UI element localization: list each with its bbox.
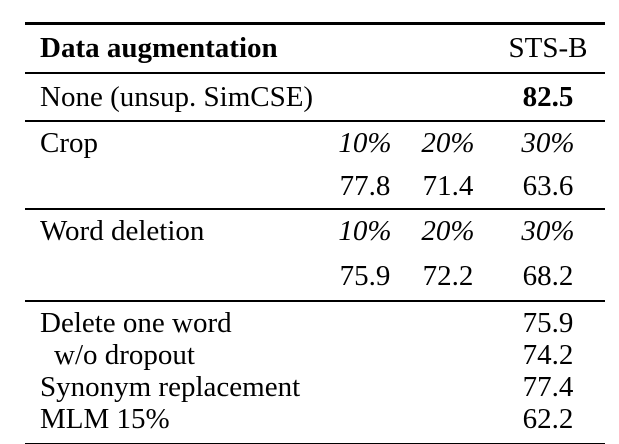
empty-cell bbox=[405, 371, 491, 403]
word-deletion-rate-30: 30% bbox=[521, 215, 575, 248]
empty-cell bbox=[325, 403, 405, 444]
word-deletion-rate-10: 10% bbox=[338, 215, 392, 248]
crop-rate-10: 10% bbox=[338, 126, 392, 159]
word-deletion-scores-row: 75.9 72.2 68.2 bbox=[25, 253, 605, 302]
empty-cell bbox=[405, 301, 491, 339]
mlm-row: MLM 15% 62.2 bbox=[25, 403, 605, 444]
wo-dropout-label: w/o dropout bbox=[54, 338, 195, 371]
crop-score-30: 63.6 bbox=[491, 164, 605, 210]
data-augmentation-results-table: Data augmentation STS-B None (unsup. Sim… bbox=[25, 22, 605, 444]
crop-score-20: 71.4 bbox=[405, 164, 491, 210]
empty-cell bbox=[25, 164, 325, 210]
word-deletion-score-30: 68.2 bbox=[491, 253, 605, 302]
crop-rate-30: 30% bbox=[521, 126, 575, 159]
word-deletion-label: Word deletion bbox=[40, 215, 205, 248]
synonym-replacement-label: Synonym replacement bbox=[40, 370, 301, 403]
table-header-row: Data augmentation STS-B bbox=[25, 23, 605, 74]
empty-cell bbox=[325, 301, 405, 339]
synonym-replacement-score: 77.4 bbox=[522, 370, 574, 403]
crop-label: Crop bbox=[40, 126, 98, 159]
mlm-label: MLM 15% bbox=[40, 402, 170, 435]
empty-cell bbox=[405, 339, 491, 371]
column-header-augmentation: Data augmentation bbox=[25, 23, 325, 74]
delete-one-word-score: 75.9 bbox=[522, 306, 574, 339]
crop-scores-row: 77.8 71.4 63.6 bbox=[25, 164, 605, 210]
wo-dropout-row: w/o dropout 74.2 bbox=[25, 339, 605, 371]
crop-score-10: 77.8 bbox=[325, 164, 405, 210]
baseline-score: 82.5 bbox=[491, 73, 605, 122]
word-deletion-rates-row: Word deletion 10% 20% 30% bbox=[25, 209, 605, 253]
empty-cell bbox=[325, 339, 405, 371]
wo-dropout-score: 74.2 bbox=[522, 338, 574, 371]
baseline-label: None (unsup. SimCSE) bbox=[25, 73, 325, 122]
empty-cell bbox=[325, 371, 405, 403]
crop-rate-20: 20% bbox=[421, 126, 475, 159]
empty-cell bbox=[405, 403, 491, 444]
word-deletion-score-10: 75.9 bbox=[325, 253, 405, 302]
empty-cell bbox=[325, 23, 405, 74]
synonym-replacement-row: Synonym replacement 77.4 bbox=[25, 371, 605, 403]
mlm-score: 62.2 bbox=[522, 402, 574, 435]
delete-one-word-label: Delete one word bbox=[40, 306, 232, 339]
empty-cell bbox=[405, 23, 491, 74]
column-header-stsb: STS-B bbox=[491, 23, 605, 74]
empty-cell bbox=[325, 73, 405, 122]
baseline-row: None (unsup. SimCSE) 82.5 bbox=[25, 73, 605, 122]
word-deletion-rate-20: 20% bbox=[421, 215, 475, 248]
word-deletion-score-20: 72.2 bbox=[405, 253, 491, 302]
empty-cell bbox=[405, 73, 491, 122]
crop-rates-row: Crop 10% 20% 30% bbox=[25, 121, 605, 164]
empty-cell bbox=[25, 253, 325, 302]
delete-one-word-row: Delete one word 75.9 bbox=[25, 301, 605, 339]
